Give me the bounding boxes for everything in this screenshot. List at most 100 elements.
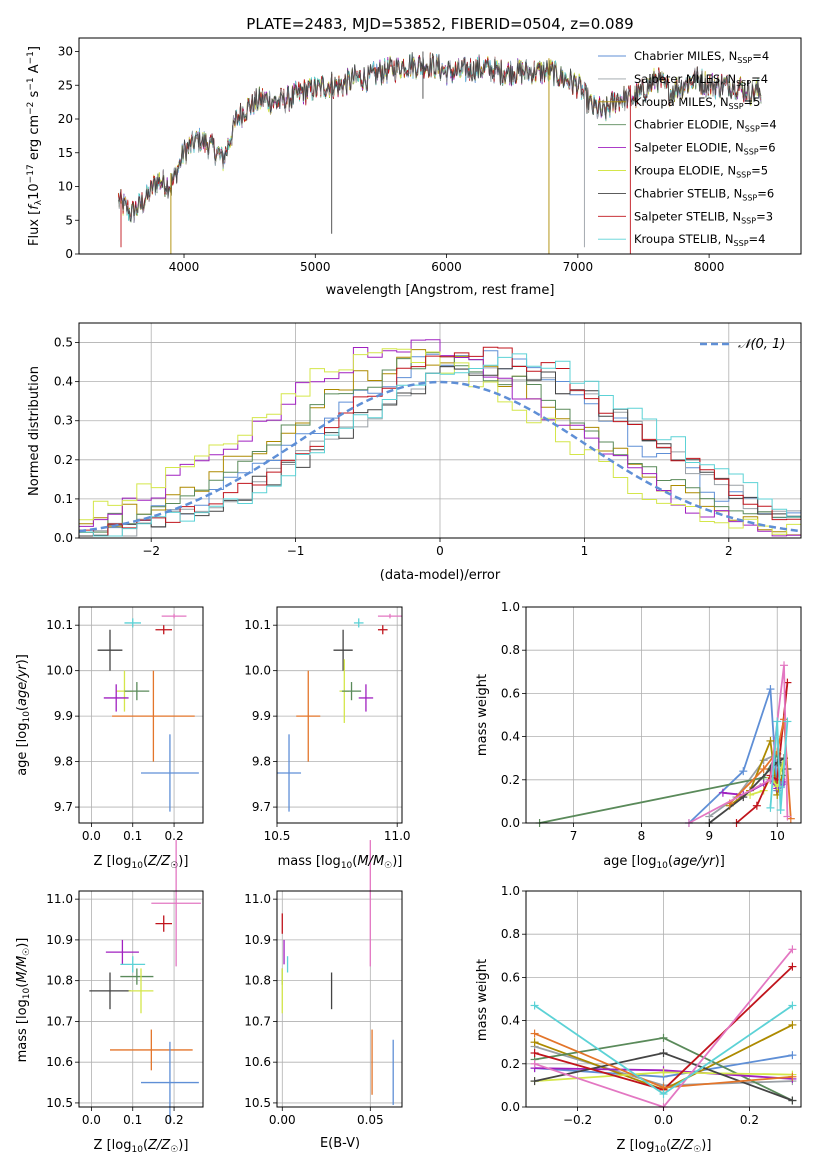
y-tick-label: 5 [65, 213, 73, 227]
x-tick-label: 0.0 [654, 1113, 673, 1127]
y-tick-label: 10.5 [46, 1096, 73, 1110]
legend-label: Kroupa STELIB, NSSP=4 [634, 232, 765, 248]
plot-frame [525, 606, 802, 824]
plot-area [281, 840, 394, 1105]
y-tick-label: 0.2 [501, 773, 520, 787]
y-tick-label: 10.1 [46, 618, 73, 632]
axes: 10.5 11.0 9.7 9.8 9.9 10.0 10.1 [244, 618, 410, 843]
x-tick-label: 0 [436, 544, 444, 558]
y-tick-label: 0.1 [54, 492, 73, 506]
figure-title: PLATE=2483, MJD=53852, FIBERID=0504, z=0… [246, 15, 633, 33]
y-tick-label: 9.9 [252, 709, 271, 723]
y-tick-label: 0.8 [501, 927, 520, 941]
y-tick-label: 0.2 [501, 1057, 520, 1071]
plot-frame [78, 606, 204, 824]
x-tick-label: 0.0 [82, 829, 101, 843]
plot-frame [525, 890, 802, 1108]
mass-weight-vs-metallicity-panel: −0.2 0.0 0.2 0.0 0.2 0.4 0.6 0.8 1.0 [501, 884, 802, 1127]
y-tick-label: 10.1 [244, 618, 271, 632]
y-tick-label: 10.6 [46, 1055, 73, 1069]
y-tick-label: 9.7 [54, 800, 73, 814]
x-tick-label: 7 [570, 829, 578, 843]
p6-xlabel: Z [log10(Z/Z☉)] [94, 1138, 189, 1155]
y-tick-label: 10.7 [244, 1014, 271, 1028]
x-tick-label: 7000 [563, 260, 594, 274]
y-tick-label: 0.4 [501, 730, 520, 744]
y-tick-label: 1.0 [501, 884, 520, 898]
y-tick-label: 10.9 [46, 933, 73, 947]
axes: 0.0 0.1 0.2 10.5 10.6 10.7 10.8 10.9 11.0 [46, 892, 183, 1127]
y-tick-label: 10.8 [244, 974, 271, 988]
y-tick-label: 10.7 [46, 1014, 73, 1028]
gauss-legend-label: 𝒩(0, 1) [738, 337, 785, 352]
plot-frame [276, 606, 403, 824]
legend-label: Chabrier ELODIE, NSSP=4 [634, 118, 777, 134]
y-tick-label: 0.0 [501, 1100, 520, 1114]
y-tick-label: 11.0 [46, 892, 73, 906]
x-tick-label: 0.1 [123, 1113, 142, 1127]
y-tick-label: 9.8 [252, 755, 271, 769]
x-tick-label: 8 [638, 829, 646, 843]
y-tick-label: 0.5 [54, 336, 73, 350]
y-tick-label: 10.5 [244, 1096, 271, 1110]
plot-area [97, 613, 199, 812]
p3-xlabel: Z [log10(Z/Z☉)] [94, 854, 189, 871]
legend-label: Kroupa MILES, NSSP=5 [634, 95, 760, 111]
histogram-step [79, 348, 801, 535]
x-tick-label: 4000 [169, 260, 200, 274]
spectrum-panel: 4000 5000 6000 7000 8000 0 5 10 15 20 25 30 Chabrie… [26, 37, 802, 298]
x-tick-label: 8000 [694, 260, 725, 274]
x-tick-label: −0.2 [563, 1113, 592, 1127]
y-tick-label: 11.0 [244, 892, 271, 906]
y-tick-label: 10.0 [46, 664, 73, 678]
y-tick-label: 9.7 [252, 800, 271, 814]
x-tick-label: 10 [770, 829, 785, 843]
plot-frame [276, 890, 403, 1108]
histogram-step [79, 353, 801, 537]
axes: 7 8 9 10 0.0 0.2 0.4 0.6 0.8 1.0 [501, 600, 785, 843]
p8-ylabel: mass weight [475, 959, 490, 1041]
x-tick-label: 11.0 [384, 829, 411, 843]
histogram-step [79, 365, 801, 537]
legend-label: Kroupa ELODIE, NSSP=5 [634, 164, 768, 180]
spectrum-ylabel: Flux [fλ10−17 erg cm−2 s−1 A−1] [26, 46, 44, 246]
axes: −0.2 0.0 0.2 0.0 0.2 0.4 0.6 0.8 1.0 [501, 884, 759, 1127]
gauss-curve [78, 380, 802, 533]
p7-xlabel: E(B-V) [320, 1136, 360, 1151]
histogram-panel: −2 −1 0 1 2 0.0 0.1 0.2 0.3 0.4 0.5 𝒩(0, 1) (data-… [27, 322, 802, 583]
legend-label: Chabrier STELIB, NSSP=6 [634, 186, 774, 202]
y-tick-label: 10.9 [244, 933, 271, 947]
y-tick-label: 0.4 [54, 375, 73, 389]
legend-label: Salpeter STELIB, NSSP=3 [634, 209, 773, 225]
y-tick-label: 0 [65, 247, 73, 261]
mass-weight-vs-age-panel: 7 8 9 10 0.0 0.2 0.4 0.6 0.8 1.0 [501, 600, 802, 843]
p4-xlabel: mass [log10(M/M☉)] [278, 854, 403, 871]
y-tick-label: 0.2 [54, 453, 73, 467]
x-tick-label: 2 [725, 544, 733, 558]
y-tick-label: 0.6 [501, 970, 520, 984]
y-tick-label: 10.0 [244, 664, 271, 678]
x-tick-label: 9 [706, 829, 714, 843]
x-tick-label: 0.2 [165, 829, 184, 843]
axes: 0.00 0.05 10.5 10.6 10.7 10.8 10.9 11.0 [244, 892, 383, 1127]
plot-background [79, 607, 203, 823]
x-tick-label: 0.0 [82, 1113, 101, 1127]
p5-ylabel: mass weight [475, 674, 490, 756]
x-tick-label: 0.05 [357, 1113, 384, 1127]
y-tick-label: 1.0 [501, 600, 520, 614]
x-tick-label: 1 [581, 544, 589, 558]
legend-label: Chabrier MILES, NSSP=4 [634, 49, 769, 65]
age-vs-mass-panel: 10.5 11.0 9.7 9.8 9.9 10.0 10.1 [244, 606, 411, 843]
y-tick-label: 0.8 [501, 643, 520, 657]
p5-xlabel: age [log10(age/yr)] [603, 854, 725, 871]
plot-background [277, 891, 402, 1107]
y-tick-label: 0.6 [501, 686, 520, 700]
x-tick-label: 10.5 [264, 829, 291, 843]
mass-vs-ebv-panel: 0.00 0.05 10.5 10.6 10.7 10.8 10.9 11.0 [244, 840, 403, 1127]
legend-label: Salpeter ELODIE, NSSP=6 [634, 141, 776, 157]
histogram-xlabel: (data-model)/error [380, 568, 501, 583]
y-tick-label: 9.9 [54, 709, 73, 723]
y-tick-label: 0.0 [501, 816, 520, 830]
y-tick-label: 0.4 [501, 1014, 520, 1028]
